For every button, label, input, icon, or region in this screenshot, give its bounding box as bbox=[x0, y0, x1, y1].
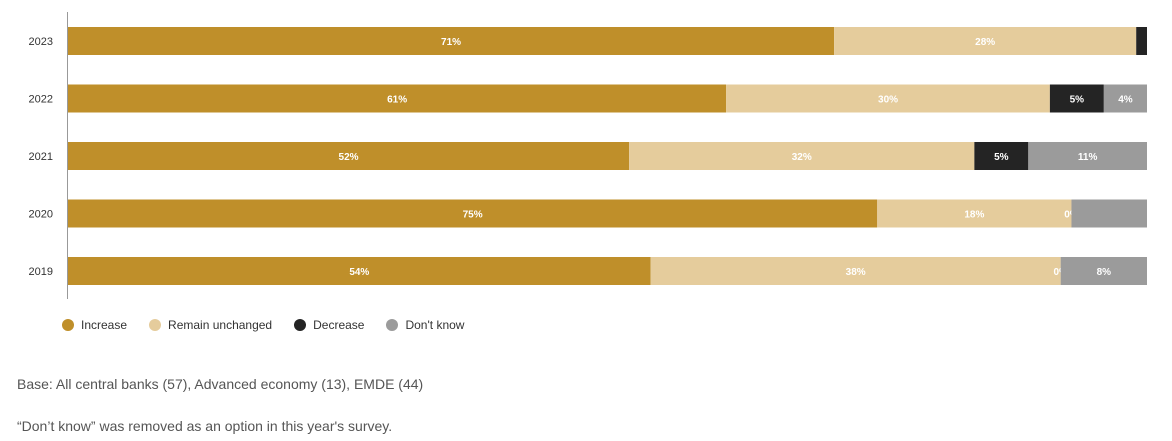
category-label-2023: 2023 bbox=[29, 36, 53, 48]
data-label-decrease-2021: 5% bbox=[994, 152, 1009, 163]
data-label-decrease-2022: 5% bbox=[1070, 95, 1085, 106]
bar-segment-don-t-know-2021 bbox=[1028, 142, 1147, 170]
legend-label: Don't know bbox=[405, 318, 465, 332]
bar-segment-don-t-know-2019 bbox=[1060, 257, 1147, 285]
bar-segment-decrease-2022 bbox=[1049, 84, 1104, 113]
category-label-2019: 2019 bbox=[29, 266, 53, 278]
stacked-bar-chart: 2023 71% 28% 2022 61% 30% 5% 4% 2021 52% 32% 5% 11% 2… bbox=[29, 12, 1147, 299]
bar-segment-remain-unchanged-2022 bbox=[726, 84, 1050, 113]
data-label-don-t-know-2022: 4% bbox=[1118, 95, 1133, 106]
data-label-remain-unchanged-2020: 18% bbox=[964, 210, 984, 221]
legend-label: Decrease bbox=[313, 318, 365, 332]
legend-item-dont-know: Don't know bbox=[386, 318, 464, 332]
data-label-don-t-know-2021: 11% bbox=[1078, 152, 1098, 163]
bar-segment-remain-unchanged-2023 bbox=[834, 27, 1137, 55]
legend-swatch-increase bbox=[62, 319, 74, 331]
bar-segment-don-t-know-2022 bbox=[1103, 84, 1147, 113]
bar-segment-remain-unchanged-2019 bbox=[650, 257, 1061, 285]
category-label-2021: 2021 bbox=[29, 151, 53, 163]
bar-segment-remain-unchanged-2021 bbox=[629, 142, 975, 170]
data-label-increase-2021: 52% bbox=[339, 152, 359, 163]
dont-know-note: “Don’t know” was removed as an option in… bbox=[17, 418, 393, 434]
bar-segment-decrease-2023 bbox=[1136, 27, 1147, 55]
category-label-2022: 2022 bbox=[29, 94, 53, 106]
data-label-remain-unchanged-2021: 32% bbox=[792, 152, 812, 163]
bar-segment-remain-unchanged-2020 bbox=[877, 199, 1072, 228]
bar-segment-decrease-2021 bbox=[974, 142, 1029, 170]
data-label-remain-unchanged-2019: 38% bbox=[846, 267, 866, 278]
data-label-increase-2022: 61% bbox=[387, 95, 407, 106]
category-label-2020: 2020 bbox=[29, 209, 53, 221]
data-label-don-t-know-2019: 8% bbox=[1097, 267, 1112, 278]
legend-swatch-dont-know bbox=[386, 319, 399, 331]
data-label-increase-2023: 71% bbox=[441, 37, 461, 48]
base-note: Base: All central banks (57), Advanced e… bbox=[17, 376, 424, 392]
data-label-increase-2019: 54% bbox=[349, 267, 369, 278]
legend-item-remain-unchanged: Remain unchanged bbox=[149, 318, 272, 332]
bar-segment-increase-2019 bbox=[68, 257, 651, 285]
legend-label: Remain unchanged bbox=[168, 318, 273, 332]
legend-item-decrease: Decrease bbox=[294, 318, 364, 332]
data-label-remain-unchanged-2023: 28% bbox=[975, 37, 995, 48]
bar-segment-increase-2023 bbox=[68, 27, 835, 55]
chart-legend: Increase Remain unchanged Decrease Don't… bbox=[62, 318, 464, 332]
legend-label: Increase bbox=[81, 318, 128, 332]
legend-swatch-decrease bbox=[294, 319, 307, 331]
data-label-increase-2020: 75% bbox=[463, 210, 483, 221]
bar-segment-increase-2020 bbox=[68, 199, 878, 228]
legend-item-increase: Increase bbox=[62, 318, 127, 332]
bar-segment-increase-2021 bbox=[68, 142, 630, 170]
bar-segment-don-t-know-2020 bbox=[1071, 199, 1147, 228]
data-label-remain-unchanged-2022: 30% bbox=[878, 95, 898, 106]
legend-swatch-remain-unchanged bbox=[149, 319, 162, 331]
bar-segment-increase-2022 bbox=[68, 84, 727, 113]
